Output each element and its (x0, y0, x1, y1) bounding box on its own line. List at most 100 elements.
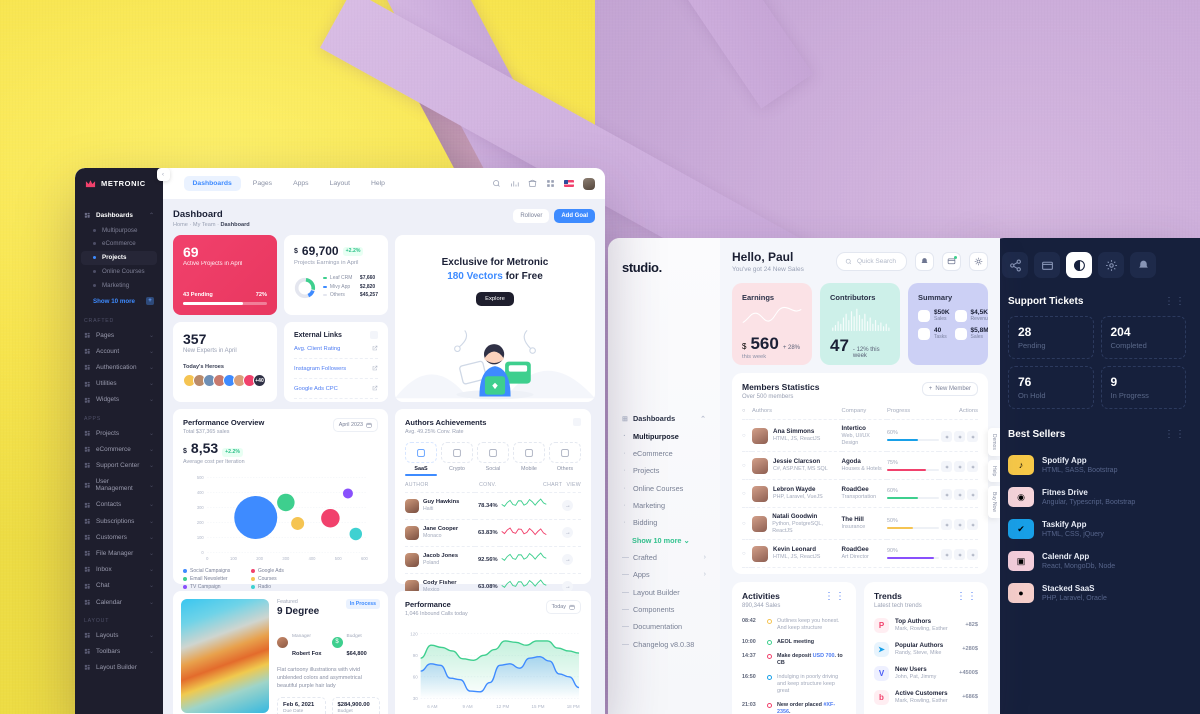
authors-tab-others[interactable]: Others (549, 442, 581, 476)
performance-overview-date-picker[interactable]: April 2023 (332, 418, 378, 432)
external-link-row[interactable]: Google Ads CPC (294, 379, 378, 399)
brightness-icon[interactable] (969, 252, 988, 271)
external-link-row[interactable]: Avg. Client Rating (294, 339, 378, 359)
share-icon[interactable] (1002, 252, 1028, 278)
member-checkbox[interactable]: ○ (742, 419, 752, 452)
trend-row[interactable]: P Top Authors Mark, Rowling, Esther +82$ (874, 613, 978, 637)
studio-menu-item-online-courses[interactable]: · Online Courses (618, 480, 710, 497)
sidebar-item-projects[interactable]: Projects (81, 250, 157, 265)
edit-icon[interactable] (954, 549, 965, 560)
bell-icon[interactable] (1130, 252, 1156, 278)
edit-icon[interactable] (954, 489, 965, 500)
trends-menu-icon[interactable]: ⋮⋮ (956, 591, 978, 602)
arrow-right-icon[interactable]: → (562, 500, 574, 511)
best-seller-row[interactable]: ▣ Calendr App React, MongoDb, Node (1008, 545, 1186, 577)
delete-icon[interactable] (967, 461, 978, 472)
sidebar-item-multipurpose[interactable]: Multipurpose (75, 223, 163, 237)
studio-menu-item-documentation[interactable]: — Documentation (618, 618, 710, 635)
sidebar-item-account[interactable]: Account ⌄ (75, 343, 163, 359)
flag-icon[interactable] (564, 180, 574, 187)
external-links-menu-icon[interactable] (370, 331, 378, 339)
sidebar-item-utilities[interactable]: Utilities ⌄ (75, 376, 163, 392)
chat-icon[interactable] (942, 252, 961, 271)
arrow-right-icon[interactable]: → (562, 581, 574, 592)
sidebar-item-ecommerce[interactable]: eCommerce (75, 237, 163, 251)
best-seller-row[interactable]: ♪ Spotify App HTML, SASS, Bootstrap (1008, 449, 1186, 481)
sidebar-item-authentication[interactable]: Authentication ⌄ (75, 359, 163, 375)
activities-menu-icon[interactable]: ⋮⋮ (824, 591, 846, 602)
authors-menu-icon[interactable] (573, 418, 581, 426)
studio-menu-item-apps[interactable]: — Apps › (618, 566, 710, 583)
authors-tab-crypto[interactable]: Crypto (441, 442, 473, 476)
sidebar-item-pages[interactable]: Pages ⌄ (75, 327, 163, 343)
sidebar-item-support-center[interactable]: Support Center ⌄ (75, 457, 163, 473)
gear-icon[interactable] (1098, 252, 1124, 278)
delete-icon[interactable] (967, 489, 978, 500)
studio-menu-item-changelog-v8-0-38[interactable]: — Changelog v8.0.38 (618, 636, 710, 653)
avatar[interactable] (583, 177, 595, 190)
member-checkbox[interactable]: ○ (742, 539, 752, 568)
trend-row[interactable]: b Active Customers Mark, Rowling, Esther +6… (874, 685, 978, 709)
best-seller-row[interactable]: ✔ Taskify App HTML, CSS, jQuery (1008, 513, 1186, 545)
best-sellers-menu-icon[interactable]: ⋮⋮ (1164, 429, 1186, 440)
search-icon[interactable] (492, 179, 501, 188)
tab-pages[interactable]: Pages (252, 180, 273, 187)
chart-icon[interactable] (510, 179, 519, 188)
studio-menu-item-components[interactable]: — Components (618, 601, 710, 618)
quick-search-input[interactable]: Quick Search (836, 252, 907, 271)
sidebar-item-widgets[interactable]: Widgets ⌄ (75, 392, 163, 408)
sidebar-item-layouts[interactable]: Layouts ⌄ (75, 627, 163, 643)
metronic-brand[interactable]: METRONIC (75, 168, 163, 199)
studio-menu-item-projects[interactable]: · Projects (618, 462, 710, 479)
studio-menu-item-bidding[interactable]: · Bidding (618, 514, 710, 531)
studio-menu-item-crafted[interactable]: — Crafted › (618, 549, 710, 566)
member-checkbox[interactable]: ○ (742, 451, 752, 480)
sidebar-item-calendar[interactable]: Calendar ⌄ (75, 594, 163, 610)
studio-menu-item-ecommerce[interactable]: · eCommerce (618, 445, 710, 462)
support-tickets-menu-icon[interactable]: ⋮⋮ (1164, 296, 1186, 307)
sidebar-item-inbox[interactable]: Inbox ⌄ (75, 562, 163, 578)
authors-tab-mobile[interactable]: Mobile (513, 442, 545, 476)
breadcrumb-myteam[interactable]: My Team (192, 222, 216, 228)
sidebar-item-online-courses[interactable]: Online Courses (75, 265, 163, 279)
performance2-date-picker[interactable]: Today (545, 600, 581, 614)
bucket-icon[interactable] (528, 179, 537, 188)
activity-link[interactable]: USD 700 (812, 652, 835, 659)
sidebar-item-projects[interactable]: Projects ⌄ (75, 425, 163, 441)
view-icon[interactable] (941, 519, 952, 530)
delete-icon[interactable] (967, 431, 978, 442)
tab-dashboards[interactable]: Dashboards (183, 176, 241, 191)
edit-icon[interactable] (954, 461, 965, 472)
arrow-right-icon[interactable]: → (562, 554, 574, 565)
sidebar-show-more[interactable]: Show 10 more + (75, 292, 163, 310)
contrast-icon[interactable] (1066, 252, 1092, 278)
sidebar-item-marketing[interactable]: Marketing (75, 278, 163, 292)
breadcrumb-home[interactable]: Home (173, 222, 188, 228)
trend-row[interactable]: V New Users John, Pat, Jimmy +4500$ (874, 661, 978, 685)
view-icon[interactable] (941, 461, 952, 472)
sidebar-item-user-management[interactable]: User Management ⌄ (75, 474, 163, 497)
side-tab-demos[interactable]: Demos (988, 428, 1000, 456)
bell-icon[interactable] (915, 252, 934, 271)
sidebar-item-ecommerce[interactable]: eCommerce ⌄ (75, 441, 163, 457)
tab-help[interactable]: Help (370, 180, 385, 187)
best-seller-row[interactable]: ◉ Fitnes Drive Angular, Typescript, Bootst… (1008, 481, 1186, 513)
studio-menu-item-dashboards[interactable]: ⊞ Dashboards ⌃ (618, 410, 710, 427)
grid-icon[interactable] (546, 179, 555, 188)
sidebar-item-toolbars[interactable]: Toolbars ⌄ (75, 643, 163, 659)
activity-link[interactable]: #XF-2356 (777, 702, 836, 714)
trend-row[interactable]: ➤ Popular Authors Randy, Steve, Mike +280$ (874, 637, 978, 661)
studio-menu-item-layout-builder[interactable]: — Layout Builder (618, 583, 710, 600)
trend-row[interactable]: KBestseller ThemeDisco, Retro, Sports+72… (874, 709, 978, 714)
tab-layout[interactable]: Layout (329, 180, 350, 187)
studio-show-more[interactable]: Show 10 more ⌄ (632, 535, 690, 545)
authors-tab-social[interactable]: Social (477, 442, 509, 476)
best-seller-row[interactable]: ● Stacked SaaS PHP, Laravel, Oracle (1008, 577, 1186, 609)
sidebar-collapse-button[interactable]: ‹ (156, 168, 170, 181)
member-checkbox[interactable]: ○ (742, 507, 752, 540)
view-icon[interactable] (941, 431, 952, 442)
explore-button[interactable]: Explore (476, 292, 514, 306)
delete-icon[interactable] (967, 549, 978, 560)
tab-apps[interactable]: Apps (293, 180, 309, 187)
members-select-all[interactable]: ○ (742, 404, 752, 420)
